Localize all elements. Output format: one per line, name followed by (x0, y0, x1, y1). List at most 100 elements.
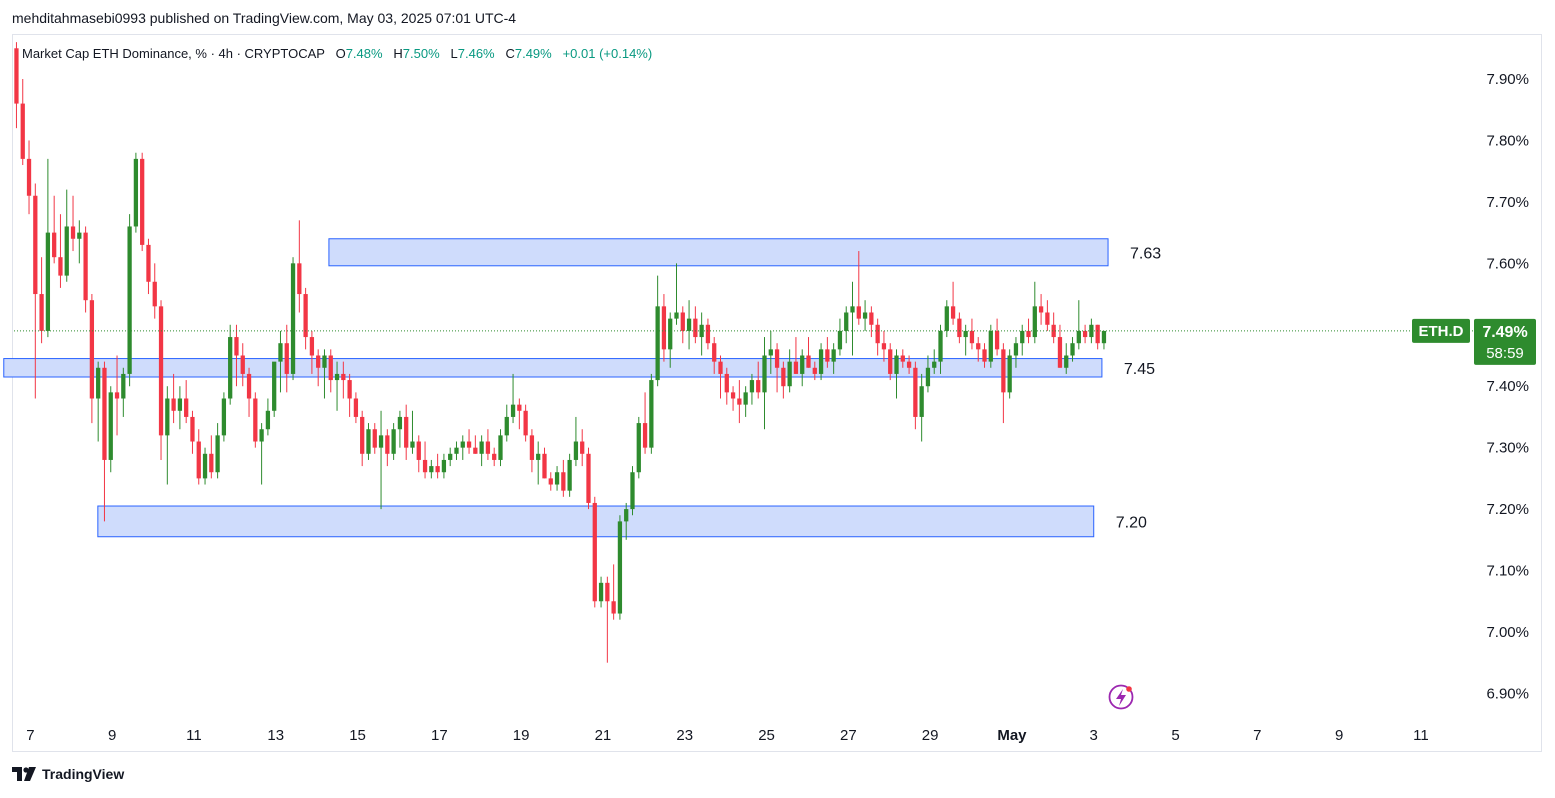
candle-body-148 (944, 306, 949, 331)
candle-body-2 (26, 158, 32, 196)
candle-body-145 (925, 367, 931, 387)
candle-body-142 (906, 361, 912, 368)
candle-body-11 (83, 232, 88, 301)
candle-body-70 (454, 447, 459, 454)
candle-body-116 (743, 392, 748, 405)
candle-body-133 (850, 306, 855, 313)
candle-body-51 (334, 373, 340, 381)
candle-body-163 (1038, 306, 1044, 313)
candle-body-59 (385, 435, 390, 454)
x-tick-label-1: 9 (108, 727, 116, 744)
x-tick-label-3: 13 (267, 727, 284, 744)
candle-body-60 (391, 429, 396, 454)
candle-body-108 (693, 318, 698, 338)
candle-body-119 (762, 355, 767, 393)
x-tick-label-9: 25 (758, 727, 775, 744)
candle-body-89 (573, 441, 579, 460)
candle-body-86 (554, 472, 560, 485)
y-tick-label-9: 7.00% (1486, 624, 1529, 641)
price-badge (1474, 318, 1536, 365)
candle-body-128 (818, 349, 824, 374)
zone-label-2: 7.20 (1116, 514, 1147, 531)
candle-body-118 (756, 380, 761, 393)
candle-body-140 (894, 355, 899, 374)
candle-body-25 (171, 398, 176, 411)
candle-body-63 (410, 441, 415, 448)
zones-layer: 7.63 7.45 7.20 (3, 238, 1161, 538)
candle-body-101 (649, 380, 654, 448)
last-price-layer: ETH.D 7.49% 58:59 (14, 318, 1536, 365)
candle-body-80 (517, 404, 522, 411)
candle-body-27 (184, 398, 189, 417)
legend-title: Market Cap ETH Dominance, % · 4h · CRYPT… (22, 46, 325, 61)
candle-body-146 (932, 361, 937, 368)
flash-icon[interactable] (1108, 684, 1134, 710)
candle-body-12 (89, 300, 95, 399)
candle-body-5 (45, 232, 51, 331)
candle-body-159 (1013, 343, 1019, 356)
candle-body-17 (121, 373, 126, 399)
footer-brand[interactable]: TradingView (12, 766, 124, 782)
candle-body-65 (422, 459, 428, 473)
candle-body-122 (781, 367, 786, 387)
candle-body-106 (680, 312, 685, 331)
candle-body-31 (209, 453, 214, 473)
candle-body-129 (825, 349, 830, 362)
x-tick-label-12: May (997, 727, 1027, 744)
candle-body-85 (548, 478, 553, 485)
candle-body-3 (33, 195, 38, 295)
y-tick-label-7: 7.20% (1486, 501, 1529, 518)
candle-body-158 (1007, 355, 1012, 393)
candle-body-111 (712, 343, 717, 362)
candle-body-7 (58, 257, 63, 276)
candle-body-173 (1101, 330, 1107, 344)
candle-body-103 (661, 306, 667, 350)
candle-body-49 (322, 355, 327, 368)
candle-body-15 (108, 392, 113, 460)
candle-body-79 (510, 404, 516, 417)
legend-low-value: 7.46% (457, 46, 495, 61)
x-tick-label-17: 11 (1413, 727, 1429, 744)
legend-change: +0.01 (+0.14%) (562, 46, 653, 61)
candle-body-135 (862, 312, 868, 319)
legend-close-value: 7.49% (514, 46, 552, 61)
candle-body-9 (70, 226, 76, 239)
candle-body-68 (441, 459, 447, 473)
candle-body-72 (466, 441, 472, 448)
candle-body-50 (328, 355, 333, 381)
y-tick-label-0: 7.90% (1486, 71, 1529, 88)
candle-body-110 (705, 324, 711, 344)
zone-label-0: 7.63 (1130, 245, 1161, 262)
candle-body-82 (529, 435, 535, 460)
candle-body-73 (473, 447, 478, 454)
x-tick-label-13: 3 (1090, 727, 1098, 744)
candle-body-115 (737, 398, 742, 405)
candle-body-56 (366, 429, 371, 454)
candle-body-38 (253, 398, 258, 442)
candle-body-84 (542, 453, 547, 479)
candle-body-0 (14, 48, 19, 104)
candle-body-66 (429, 466, 434, 473)
candle-body-149 (950, 306, 956, 319)
candle-body-104 (668, 318, 673, 350)
candle-body-28 (190, 416, 195, 442)
candle-body-21 (146, 244, 151, 282)
candle-body-102 (655, 306, 660, 381)
candle-body-14 (102, 367, 107, 460)
legend-close-label: C (505, 46, 515, 61)
candle-body-20 (140, 158, 145, 245)
candle-body-164 (1045, 312, 1050, 325)
published-line: mehditahmasebi0993 published on TradingV… (12, 10, 517, 26)
candle-body-47 (309, 337, 315, 356)
y-axis: 7.90%7.80%7.70%7.60%7.50%7.40%7.30%7.20%… (1486, 71, 1529, 702)
price-badge-countdown: 58:59 (1486, 345, 1524, 362)
candle-body-46 (303, 294, 308, 338)
candle-body-16 (114, 392, 120, 399)
candle-body-127 (812, 367, 817, 374)
x-tick-label-0: 7 (26, 727, 34, 744)
candle-body-169 (1076, 330, 1081, 344)
candle-body-98 (630, 472, 635, 510)
x-tick-label-15: 7 (1253, 727, 1261, 744)
legend-high-label: H (393, 46, 403, 61)
